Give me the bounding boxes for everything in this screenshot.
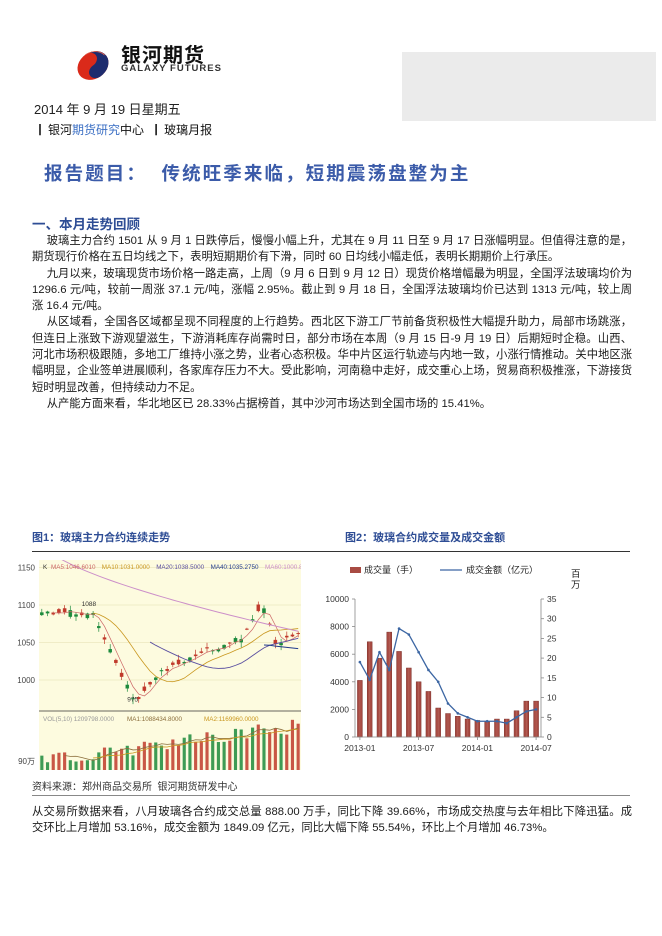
svg-text:10000: 10000 — [325, 594, 349, 604]
svg-text:成交金额（亿元）: 成交金额（亿元） — [466, 565, 538, 575]
svg-text:成交量（手）: 成交量（手） — [364, 565, 418, 575]
svg-text:MA20:1038.5000: MA20:1038.5000 — [156, 564, 204, 571]
svg-text:百: 百 — [571, 569, 581, 580]
svg-text:8000: 8000 — [330, 622, 349, 632]
svg-text:万: 万 — [571, 580, 581, 591]
svg-text:6000: 6000 — [330, 649, 349, 659]
svg-text:10: 10 — [547, 693, 557, 703]
svg-text:20: 20 — [547, 653, 557, 663]
svg-text:MA10:1031.0000: MA10:1031.0000 — [102, 564, 150, 571]
svg-text:90万: 90万 — [18, 757, 35, 766]
svg-text:4000: 4000 — [330, 677, 349, 687]
svg-text:1100: 1100 — [18, 601, 36, 610]
svg-text:2013-01: 2013-01 — [344, 743, 375, 753]
svg-text:35: 35 — [547, 594, 557, 604]
svg-text:25: 25 — [547, 633, 557, 643]
svg-text:5: 5 — [547, 712, 552, 722]
svg-text:0: 0 — [547, 732, 552, 742]
svg-text:2014-01: 2014-01 — [462, 743, 493, 753]
svg-text:30: 30 — [547, 614, 557, 624]
svg-text:2000: 2000 — [330, 704, 349, 714]
svg-text:1000: 1000 — [17, 676, 35, 685]
svg-text:975: 975 — [127, 697, 138, 704]
svg-text:2014-07: 2014-07 — [520, 743, 551, 753]
svg-text:1088: 1088 — [82, 601, 97, 608]
svg-text:MA2:1169960.0000: MA2:1169960.0000 — [204, 716, 259, 723]
svg-text:1050: 1050 — [17, 639, 35, 648]
svg-text:VOL(5,10) 1209798.0000: VOL(5,10) 1209798.0000 — [43, 716, 115, 723]
svg-text:0: 0 — [344, 732, 349, 742]
svg-text:1150: 1150 — [18, 564, 36, 573]
svg-text:2013-07: 2013-07 — [403, 743, 434, 753]
svg-text:MA1:1088434.8000: MA1:1088434.8000 — [127, 716, 182, 723]
svg-text:MA60:1000.8000: MA60:1000.8000 — [265, 564, 301, 571]
svg-text:MA5:1046.6010: MA5:1046.6010 — [51, 564, 96, 571]
svg-text:15: 15 — [547, 673, 557, 683]
svg-text:MA40:1035.2750: MA40:1035.2750 — [211, 564, 259, 571]
